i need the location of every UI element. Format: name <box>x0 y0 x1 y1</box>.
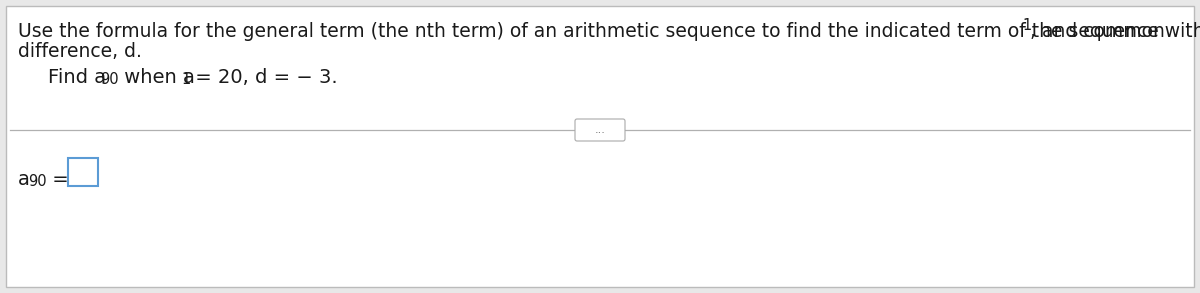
FancyBboxPatch shape <box>575 119 625 141</box>
FancyBboxPatch shape <box>68 158 98 186</box>
Text: , and common: , and common <box>1030 22 1165 41</box>
Text: a: a <box>18 170 30 189</box>
Text: =: = <box>46 170 68 189</box>
Text: ...: ... <box>594 125 606 135</box>
Text: = 20, d = − 3.: = 20, d = − 3. <box>190 68 337 87</box>
Text: difference, d.: difference, d. <box>18 42 142 61</box>
Text: when a: when a <box>118 68 194 87</box>
Text: 1: 1 <box>181 72 191 87</box>
Text: 90: 90 <box>28 174 47 189</box>
FancyBboxPatch shape <box>6 6 1194 287</box>
Text: 1: 1 <box>1022 18 1031 33</box>
Text: Find a: Find a <box>48 68 106 87</box>
Text: Use the formula for the general term (the nth term) of an arithmetic sequence to: Use the formula for the general term (th… <box>18 22 1200 41</box>
Text: 90: 90 <box>100 72 119 87</box>
